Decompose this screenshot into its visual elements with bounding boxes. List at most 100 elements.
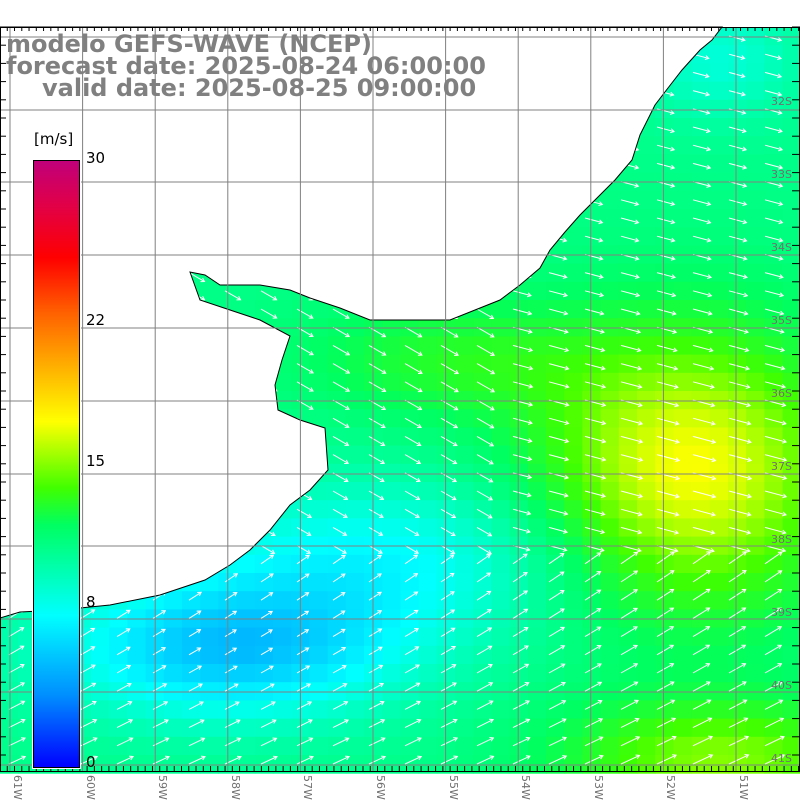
wind-arrow — [260, 683, 275, 692]
speed-cell — [309, 372, 329, 392]
speed-cell — [746, 81, 765, 101]
wind-arrow — [440, 526, 456, 537]
speed-cell — [600, 209, 620, 228]
speed-cell — [127, 755, 147, 774]
speed-cell — [436, 718, 456, 738]
speed-cell — [491, 482, 511, 501]
wind-arrow — [440, 363, 460, 375]
wind-arrow — [368, 508, 384, 518]
wind-arrow — [368, 363, 387, 374]
wind-arrow — [296, 363, 314, 374]
wind-arrow — [368, 646, 383, 656]
speed-cell — [782, 409, 800, 428]
speed-cell — [691, 664, 711, 683]
speed-cell — [691, 300, 711, 319]
wind-arrow — [116, 646, 131, 656]
speed-cell — [473, 391, 492, 410]
speed-cell — [637, 518, 656, 538]
wind-arrow — [728, 626, 747, 638]
latitude-label: 41S — [771, 752, 792, 765]
speed-cell — [91, 645, 110, 665]
wind-arrow — [692, 126, 711, 134]
speed-cell — [637, 700, 656, 720]
speed-cell — [473, 718, 492, 738]
speed-cell — [564, 518, 583, 538]
speed-cell — [600, 227, 620, 246]
speed-cell — [600, 263, 620, 283]
wind-arrow — [368, 755, 387, 765]
wind-arrow — [404, 700, 422, 710]
speed-cell — [637, 645, 656, 665]
wind-arrow — [620, 363, 643, 371]
wind-arrow — [8, 718, 26, 729]
wind-arrow — [404, 417, 422, 429]
speed-cell — [600, 300, 620, 319]
speed-cell — [345, 518, 365, 538]
speed-cell — [382, 736, 401, 756]
speed-cell — [491, 554, 511, 574]
speed-cell — [764, 718, 784, 738]
wind-arrow — [476, 308, 495, 320]
speed-cell — [764, 736, 784, 756]
wind-arrow — [692, 162, 712, 170]
speed-cell — [254, 718, 274, 738]
speed-cell — [709, 391, 729, 410]
speed-cell — [655, 190, 674, 210]
speed-cell — [728, 427, 747, 447]
wind-arrow — [188, 755, 206, 765]
wind-arrow — [80, 755, 98, 765]
wind-arrow — [692, 344, 714, 353]
speed-cell — [473, 372, 492, 392]
wind-arrow — [512, 663, 530, 674]
speed-cell — [728, 554, 747, 574]
speed-cell — [746, 45, 765, 64]
speed-cell — [637, 263, 656, 283]
wind-arrow — [260, 629, 273, 638]
wind-arrow — [368, 326, 387, 338]
speed-cell — [527, 354, 547, 374]
wind-arrow — [80, 737, 98, 747]
speed-cell — [782, 27, 800, 46]
wind-arrow — [8, 700, 26, 710]
wind-arrow — [440, 490, 457, 501]
speed-cell — [728, 518, 747, 538]
speed-cell — [691, 336, 711, 356]
wind-arrow — [692, 551, 712, 565]
wind-arrow — [728, 570, 747, 583]
wind-arrow — [656, 699, 676, 710]
wind-arrow — [512, 417, 533, 425]
speed-cell — [782, 700, 800, 720]
speed-cell — [709, 136, 729, 155]
speed-cell — [18, 718, 37, 738]
speed-cell — [236, 718, 256, 738]
speed-cell — [728, 500, 747, 519]
speed-cell — [382, 518, 401, 538]
speed-cell — [309, 409, 329, 428]
speed-cell — [728, 263, 747, 283]
wind-arrow — [548, 290, 568, 298]
wind-arrow — [620, 490, 644, 499]
speed-cell — [345, 645, 365, 665]
speed-cell — [600, 463, 620, 483]
speed-cell — [782, 263, 800, 283]
speed-cell — [527, 372, 547, 392]
wind-arrow — [440, 554, 455, 565]
speed-cell — [546, 554, 565, 574]
wind-arrow — [692, 681, 711, 692]
wind-arrow — [404, 526, 420, 536]
speed-cell — [109, 664, 128, 683]
speed-cell — [782, 518, 800, 538]
speed-cell — [273, 627, 292, 647]
wind-arrow — [548, 435, 570, 444]
speed-cell — [637, 136, 656, 155]
speed-cell — [382, 463, 401, 483]
wind-arrow — [440, 682, 457, 692]
speed-cell — [655, 554, 674, 574]
speed-cell — [509, 427, 529, 447]
speed-cell — [582, 718, 602, 738]
wind-arrow — [548, 363, 570, 371]
wind-arrow — [296, 683, 312, 692]
speed-cell — [764, 427, 784, 447]
wind-arrow — [80, 646, 96, 656]
